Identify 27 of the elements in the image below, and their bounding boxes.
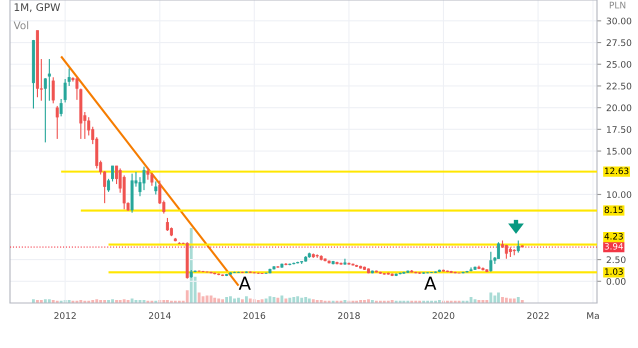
y-tick-label: 25.00: [606, 60, 632, 68]
y-tick-label: 27.50: [606, 39, 632, 46]
x-tick-label: Ma: [587, 312, 599, 320]
x-tick-label: 2012: [54, 312, 76, 320]
series-label: 12.63: [605, 168, 628, 174]
y-axis-title: PLN: [610, 2, 626, 8]
y-tick-label: 17.50: [607, 126, 632, 133]
y-tick-label: 30.00: [606, 18, 632, 24]
x-tick-label: 2014: [148, 312, 171, 320]
y-tick-label: 20.00: [606, 104, 632, 112]
chart-title: 1M, GPW: [14, 3, 60, 12]
annotation: A: [424, 276, 436, 290]
ref-line-label: 3.94: [604, 243, 624, 250]
series-label: 1.03: [605, 268, 623, 275]
x-tick-label: 2018: [338, 312, 360, 320]
y-tick-label: 15.00: [607, 148, 632, 155]
y-tick-label: 2.50: [606, 256, 626, 264]
y-tick-label: 0.00: [606, 278, 626, 285]
x-tick-label: 2022: [527, 312, 549, 320]
x-tick-label: 2016: [243, 312, 266, 320]
y-tick-label: 22.50: [606, 82, 632, 90]
x-tick-label: 2020: [432, 312, 454, 320]
chart-title: Vol: [14, 21, 28, 30]
series-label: 4.23: [604, 233, 623, 240]
annotation: A: [238, 276, 251, 290]
y-tick-label: 10.00: [607, 191, 632, 198]
series-label: 8.15: [604, 206, 623, 214]
